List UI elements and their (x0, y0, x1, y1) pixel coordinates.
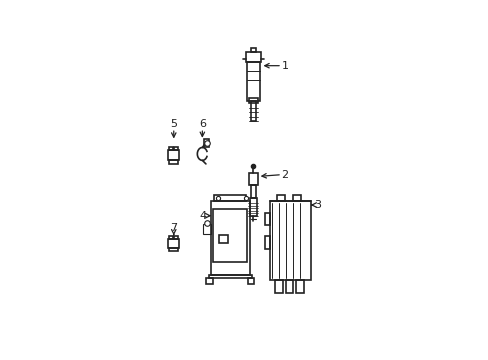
Bar (246, 62, 259, 102)
Bar (248, 98, 258, 103)
Bar (250, 102, 255, 121)
Bar (250, 185, 256, 198)
Bar (274, 280, 282, 293)
Bar (169, 147, 172, 150)
Text: 7: 7 (170, 222, 177, 233)
Bar (276, 195, 284, 202)
Bar (213, 208, 246, 262)
Bar (167, 239, 179, 248)
Bar (219, 235, 228, 243)
Text: 2: 2 (281, 170, 288, 180)
Bar (169, 237, 172, 239)
Bar (292, 195, 300, 202)
Bar (206, 278, 212, 284)
Bar (210, 202, 249, 275)
Bar (203, 224, 210, 234)
Text: 4: 4 (199, 211, 206, 221)
Bar (264, 236, 269, 249)
Text: 3: 3 (314, 200, 321, 210)
Bar (208, 275, 251, 278)
Bar (269, 202, 310, 280)
Bar (169, 248, 177, 251)
Bar (214, 195, 246, 202)
Bar (204, 139, 209, 147)
Bar (247, 278, 254, 284)
Bar (174, 147, 177, 150)
Bar (296, 280, 304, 293)
Bar (169, 160, 177, 164)
Bar (167, 150, 179, 160)
Text: 6: 6 (199, 119, 205, 129)
Text: 1: 1 (281, 61, 288, 71)
Bar (174, 237, 177, 239)
Bar (248, 173, 257, 185)
Bar (264, 212, 269, 225)
Text: 5: 5 (170, 119, 177, 129)
Bar (245, 52, 261, 62)
Bar (249, 198, 257, 216)
Bar (285, 280, 293, 293)
Bar (250, 48, 256, 52)
